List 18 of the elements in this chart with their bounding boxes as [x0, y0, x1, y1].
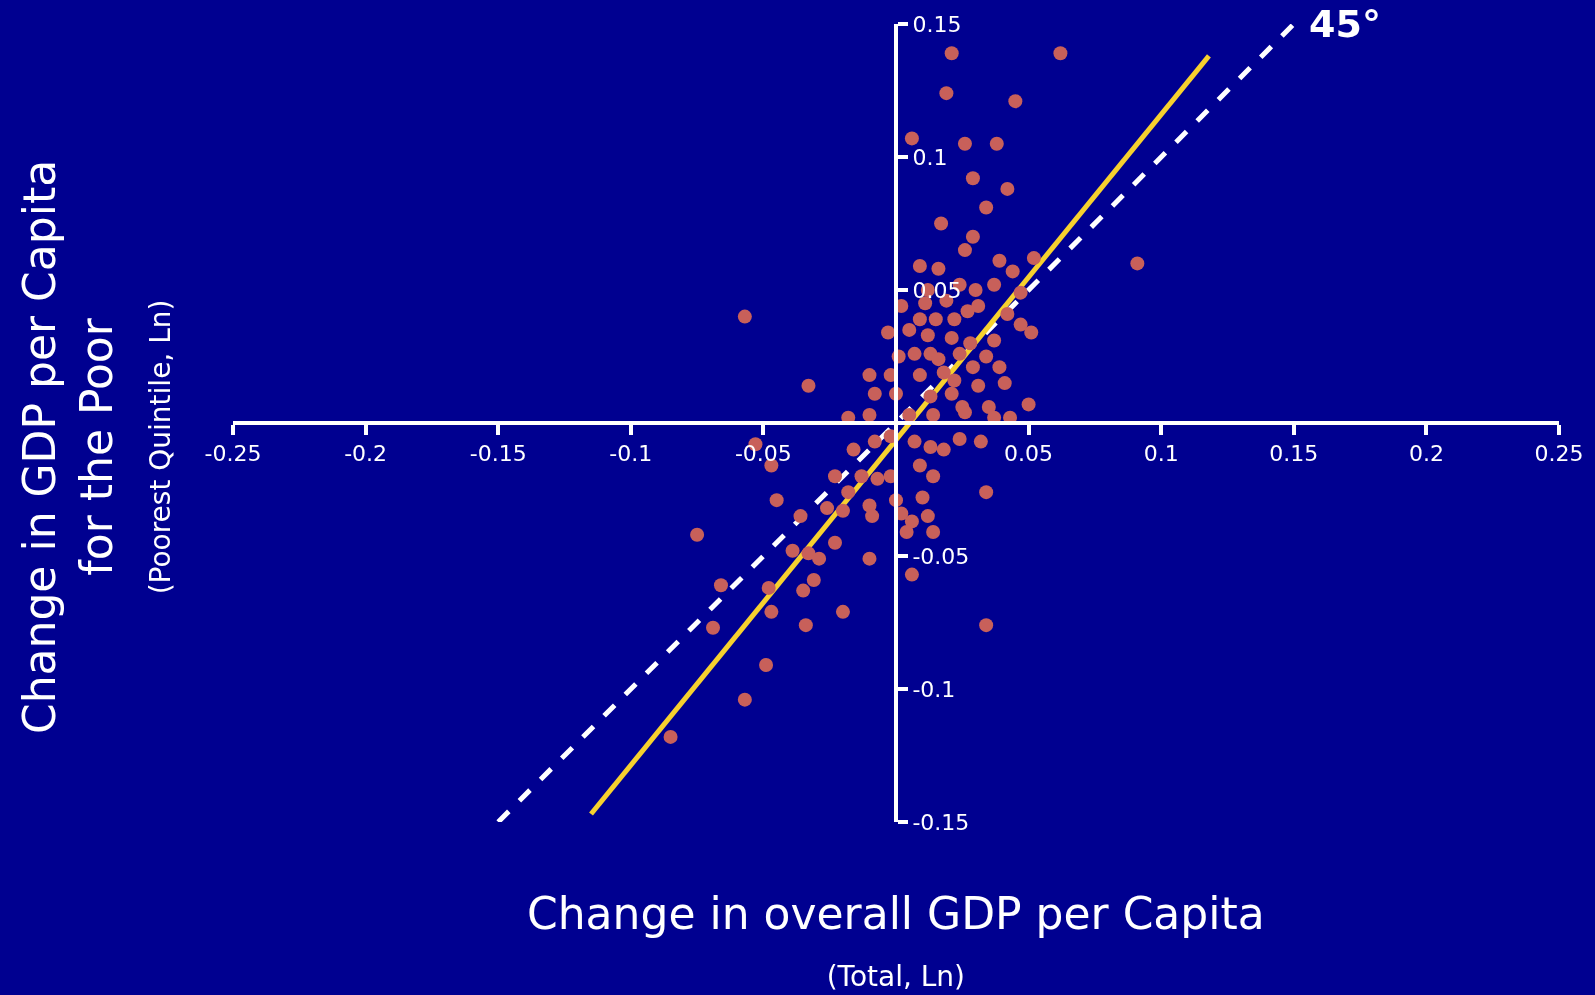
x-tick-label: -0.05: [734, 441, 792, 467]
x-tick-label: 0.15: [1269, 441, 1319, 467]
x-axis-title: Change in overall GDP per Capita (Total, Ln): [527, 888, 1265, 994]
x-tick-label: -0.2: [344, 441, 388, 467]
x-tick-label: 0.2: [1408, 441, 1444, 467]
y-tick-label: 0.1: [912, 144, 948, 170]
y-tick-label: -0.05: [912, 543, 970, 569]
y-tick-label: -0.1: [912, 676, 956, 702]
x-tick-label: -0.1: [609, 441, 653, 467]
x-tick-label: 0.1: [1143, 441, 1179, 467]
x-tick-label: -0.25: [204, 441, 262, 467]
annotation: 45°: [1309, 2, 1381, 46]
y-tick-label: -0.15: [912, 809, 970, 835]
x-tick-label: 0.25: [1534, 441, 1584, 467]
x-tick-label: 0.05: [1004, 441, 1054, 467]
x-tick-label: -0.15: [469, 441, 527, 467]
y-axis-title: Change in GDP per Capita for the Poor (Poorest Quintile, Ln): [14, 159, 177, 735]
y-tick-label: 0.15: [912, 11, 962, 37]
